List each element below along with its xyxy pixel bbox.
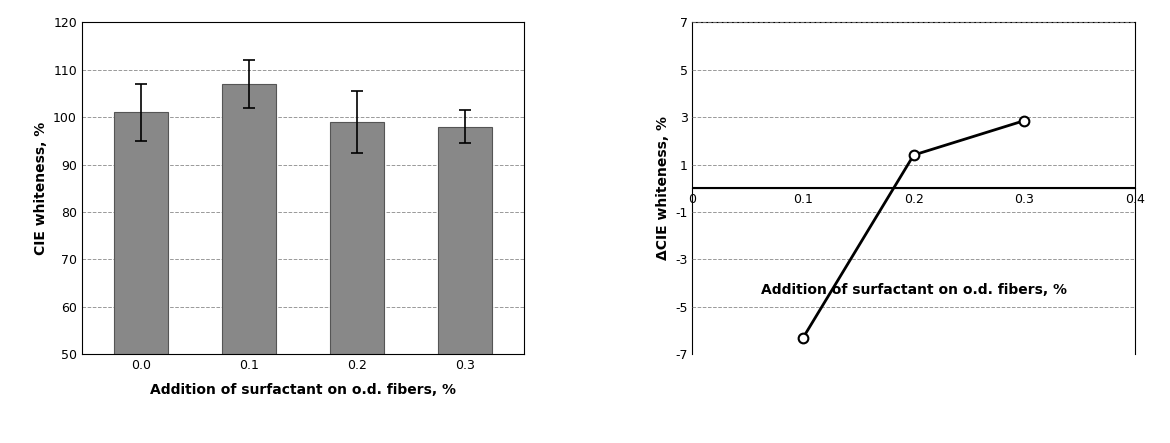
Bar	[438, 127, 491, 443]
Bar	[115, 113, 168, 443]
Y-axis label: CIE whiteness, %: CIE whiteness, %	[34, 122, 48, 255]
Bar	[330, 122, 384, 443]
Bar	[222, 84, 276, 443]
Y-axis label: ΔCIE whiteness, %: ΔCIE whiteness, %	[655, 116, 669, 260]
X-axis label: Addition of surfactant on o.d. fibers, %: Addition of surfactant on o.d. fibers, %	[150, 383, 456, 397]
X-axis label: Addition of surfactant on o.d. fibers, %: Addition of surfactant on o.d. fibers, %	[760, 283, 1067, 296]
